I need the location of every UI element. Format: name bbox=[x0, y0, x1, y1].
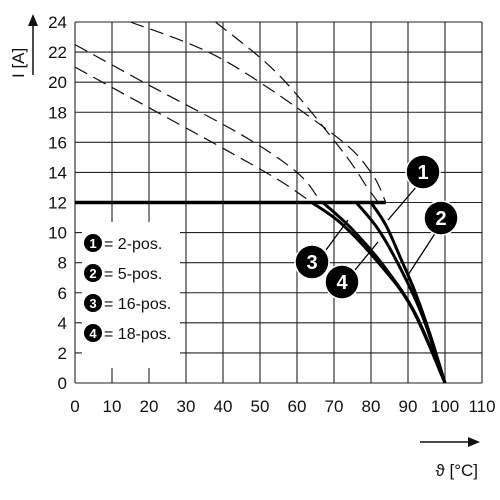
x-tick-label: 50 bbox=[251, 397, 270, 416]
callout-leader-4 bbox=[354, 241, 379, 271]
legend-label: = 18-pos. bbox=[104, 326, 171, 343]
callout-number: 2 bbox=[435, 208, 446, 230]
derating-curves bbox=[75, 200, 447, 384]
y-tick-label: 16 bbox=[48, 133, 67, 152]
callout-leader-1 bbox=[387, 185, 418, 221]
base-curve-2 bbox=[215, 22, 379, 203]
legend-marker-number: 1 bbox=[89, 236, 96, 251]
y-tick-label: 6 bbox=[58, 284, 67, 303]
x-axis-title: ϑ [°C] bbox=[420, 437, 480, 480]
x-tick-label: 70 bbox=[325, 397, 344, 416]
base-curves bbox=[75, 22, 387, 203]
legend-label: = 2-pos. bbox=[104, 236, 162, 253]
x-tick-label: 100 bbox=[431, 397, 459, 416]
y-axis-label: I [A] bbox=[9, 48, 28, 78]
base-curve-3 bbox=[75, 44, 320, 200]
y-tick-label: 12 bbox=[48, 194, 67, 213]
legend-marker-number: 4 bbox=[89, 326, 97, 341]
x-tick-label: 110 bbox=[468, 397, 495, 416]
legend-marker-number: 2 bbox=[89, 266, 96, 281]
legend-label: = 5-pos. bbox=[104, 266, 162, 283]
x-tick-label: 0 bbox=[70, 397, 79, 416]
y-tick-label: 4 bbox=[58, 314, 67, 333]
x-axis-label: ϑ [°C] bbox=[435, 461, 478, 480]
y-tick-label: 8 bbox=[58, 254, 67, 273]
legend-marker-4 bbox=[84, 324, 102, 342]
grid bbox=[74, 21, 483, 384]
legend-marker-1 bbox=[84, 234, 102, 252]
x-tick-label: 30 bbox=[177, 397, 196, 416]
y-tick-label: 10 bbox=[48, 224, 67, 243]
callout-number: 3 bbox=[306, 252, 317, 274]
x-tick-label: 90 bbox=[399, 397, 418, 416]
callout-number: 1 bbox=[417, 162, 428, 184]
x-axis-arrowhead bbox=[468, 437, 480, 447]
y-axis-title: I [A] bbox=[9, 14, 38, 78]
legend-marker-number: 3 bbox=[89, 296, 96, 311]
callout-badge-3 bbox=[294, 244, 330, 280]
y-tick-label: 22 bbox=[48, 43, 67, 62]
base-curve-4 bbox=[75, 66, 313, 203]
y-tick-label: 0 bbox=[58, 374, 67, 393]
y-axis-arrowhead bbox=[28, 14, 38, 26]
curve-callouts: 1 2 34 bbox=[294, 154, 459, 300]
callout-badge-1 bbox=[405, 154, 441, 190]
callout-number: 4 bbox=[336, 272, 348, 294]
y-tick-label: 20 bbox=[48, 73, 67, 92]
derating-curve-4 bbox=[310, 201, 447, 384]
y-tick-label: 18 bbox=[48, 103, 67, 122]
x-tick-label: 10 bbox=[103, 397, 122, 416]
legend-label: = 16-pos. bbox=[104, 296, 171, 313]
x-tick-label: 40 bbox=[214, 397, 233, 416]
y-tick-label: 14 bbox=[48, 163, 67, 182]
x-tick-label: 80 bbox=[362, 397, 381, 416]
callout-badge-4 bbox=[324, 264, 360, 300]
y-tick-label: 24 bbox=[48, 13, 67, 32]
base-curve-1 bbox=[130, 22, 387, 203]
derating-curve-2 bbox=[355, 201, 447, 384]
legend: 1 = 2-pos. 2 = 5-pos. 3 = 16-pos. 4 = 18-pos. bbox=[82, 222, 180, 368]
callout-badge-2 bbox=[423, 200, 459, 236]
callout-leader-3 bbox=[325, 219, 349, 251]
legend-marker-2 bbox=[84, 264, 102, 282]
x-tick-label: 60 bbox=[288, 397, 307, 416]
legend-marker-3 bbox=[84, 294, 102, 312]
x-tick-label: 20 bbox=[140, 397, 159, 416]
callout-leader-2 bbox=[407, 231, 437, 276]
y-tick-label: 2 bbox=[58, 344, 67, 363]
